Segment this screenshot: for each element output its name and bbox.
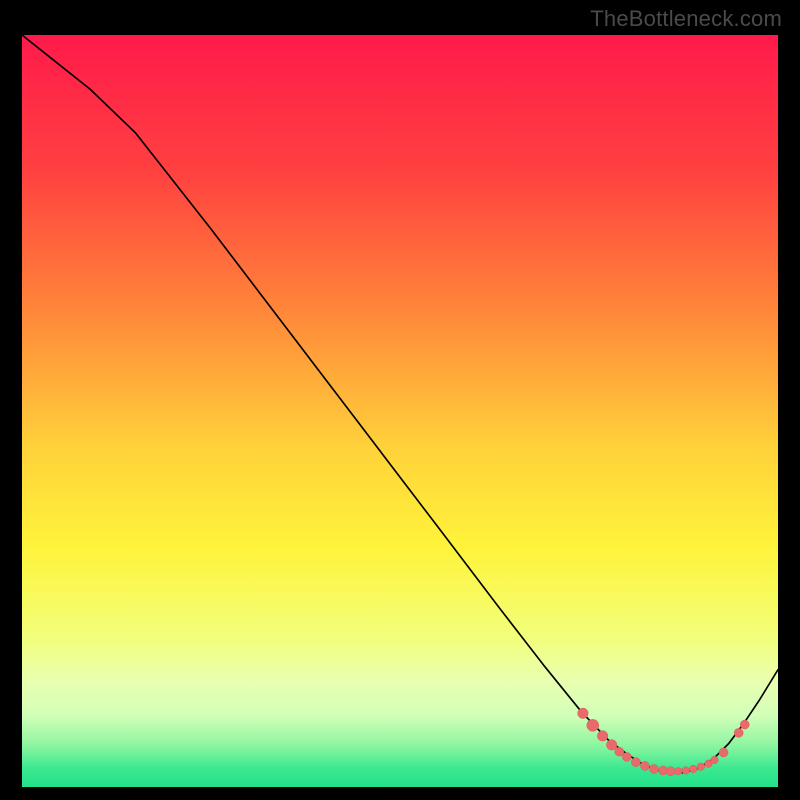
marker-point xyxy=(719,748,728,757)
marker-point xyxy=(690,765,698,773)
marker-point xyxy=(578,708,589,719)
marker-point xyxy=(649,764,658,773)
plot-area xyxy=(22,35,778,787)
marker-point xyxy=(674,767,682,775)
marker-point xyxy=(734,728,743,737)
marker-point xyxy=(622,752,631,761)
marker-point xyxy=(606,740,617,751)
marker-point xyxy=(631,758,640,767)
marker-point xyxy=(666,767,675,776)
marker-point xyxy=(615,747,624,756)
marker-point xyxy=(597,731,608,742)
chart-svg xyxy=(22,35,778,787)
marker-point xyxy=(640,761,649,770)
chart-frame: TheBottleneck.com xyxy=(0,0,800,800)
marker-point xyxy=(697,763,705,771)
marker-point xyxy=(587,719,599,731)
watermark-text: TheBottleneck.com xyxy=(590,6,782,32)
marker-point xyxy=(682,767,690,775)
marker-point xyxy=(711,756,719,764)
gradient-background xyxy=(22,35,778,787)
marker-point xyxy=(740,720,749,729)
